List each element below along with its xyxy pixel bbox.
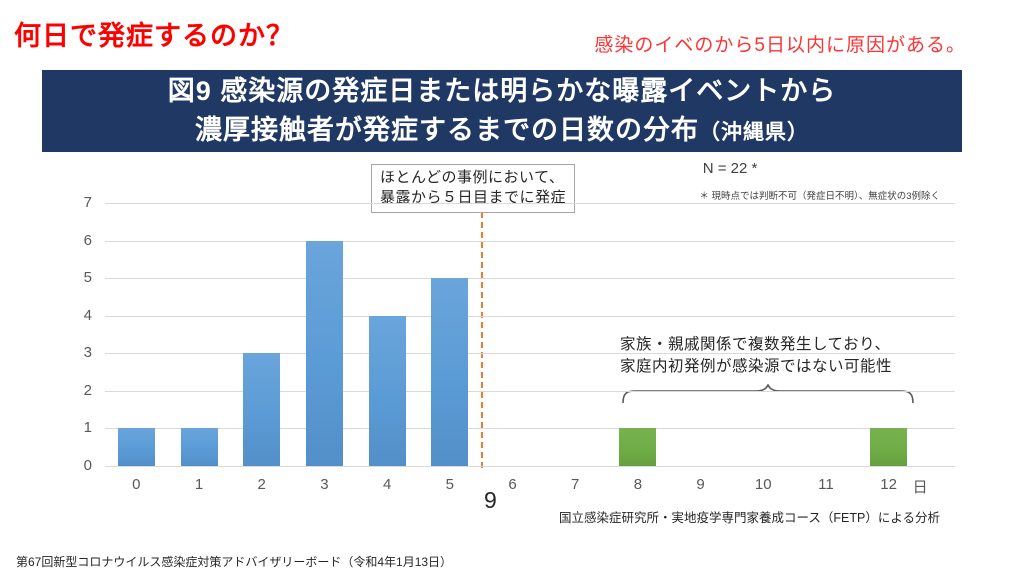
x-tick-label-1: 1 — [194, 476, 204, 493]
family-note-line2: 家庭内初発例が感染源ではない可能性 — [620, 358, 893, 375]
bar-day-4 — [368, 315, 406, 466]
y-tick-label-7: 7 — [83, 194, 92, 211]
bar-day-8 — [619, 428, 657, 466]
x-tick-label-2: 2 — [257, 476, 266, 493]
family-note-line1: 家族・親戚関係で複数発生しており、 — [620, 336, 891, 353]
gridline-y-0 — [105, 466, 955, 467]
source-text: 国立感染症研究所・実地疫学専門家養成コース（FETP）による分析 — [559, 511, 940, 525]
x-tick-label-7: 7 — [571, 476, 580, 493]
reference-dashed-line — [481, 212, 484, 468]
sample-size-label: N = 22 * — [702, 160, 758, 177]
gridline-y-6 — [105, 240, 955, 242]
figure-heading-prefecture: （沖縄県） — [699, 121, 809, 144]
callout-line1: ほとんどの事例において、 — [380, 169, 565, 186]
figure-heading-line2-main: 濃厚接触者が発症するまでの日数の分布 — [195, 115, 699, 145]
x-tick-label-12: 12 — [880, 476, 897, 493]
page-subtitle: 感染のイベのから5日以内に原因がある。 — [594, 35, 966, 56]
bar-day-3 — [305, 240, 343, 466]
callout-box: ほとんどの事例において、 暴露から５日目までに発症 — [371, 164, 576, 213]
y-tick-label-0: 0 — [83, 457, 92, 474]
bar-day-1 — [180, 428, 218, 466]
slide-footer: 第67回新型コロナウイルス感染症対策アドバイザリーボード（令和4年1月13日） — [16, 555, 453, 569]
x-tick-label-5: 5 — [445, 476, 454, 493]
x-tick-label-11: 11 — [818, 476, 834, 493]
x-tick-label-10: 10 — [754, 476, 772, 493]
sample-size-note: ＊ 現時点では判断不可（発症日不明）、無症状の3例除く — [699, 191, 940, 202]
gridline-y-7 — [105, 203, 955, 204]
y-tick-label-6: 6 — [83, 231, 92, 249]
x-tick-label-4: 4 — [382, 476, 392, 493]
y-tick-label-2: 2 — [83, 381, 92, 399]
figure-heading-line2: 濃厚接触者が発症するまでの日数の分布（沖縄県） — [42, 111, 962, 152]
gridline-y-3 — [105, 353, 955, 355]
page-title: 何日で発症するのか？ — [14, 21, 294, 51]
y-tick-label-4: 4 — [83, 306, 92, 324]
y-tick-label-3: 3 — [83, 344, 92, 362]
x-tick-label-0: 0 — [132, 476, 141, 493]
page-number: 9 — [484, 487, 497, 513]
x-tick-label-3: 3 — [320, 476, 329, 493]
y-tick-label-1: 1 — [83, 419, 92, 437]
y-tick-label-5: 5 — [83, 269, 92, 287]
family-note: 家族・親戚関係で複数発生しており、 家庭内初発例が感染源ではない可能性 — [620, 334, 892, 378]
bar-day-5 — [431, 278, 469, 466]
figure-heading-banner: 図9 感染源の発症日または明らかな曝露イベントから 濃厚接触者が発症するまでの日… — [42, 70, 962, 152]
gridline-y-2 — [105, 390, 955, 392]
bar-day-12 — [870, 428, 908, 466]
gridline-y-4 — [105, 315, 955, 317]
figure-heading-line1: 図9 感染源の発症日または明らかな曝露イベントから — [167, 76, 837, 106]
x-tick-label-9: 9 — [696, 476, 705, 493]
brace-icon — [622, 384, 914, 404]
gridline-y-5 — [105, 278, 955, 280]
x-tick-label-8: 8 — [633, 476, 643, 493]
bar-day-0 — [117, 428, 155, 466]
bar-chart: ほとんどの事例において、 暴露から５日目までに発症 N = 22 * ＊ 現時点… — [42, 152, 962, 530]
x-axis-unit-label: 日 — [912, 479, 928, 496]
x-tick-label-6: 6 — [508, 476, 517, 493]
bar-day-2 — [243, 353, 281, 466]
gridline-y-1 — [105, 428, 955, 430]
callout-line2: 暴露から５日目までに発症 — [380, 189, 567, 206]
